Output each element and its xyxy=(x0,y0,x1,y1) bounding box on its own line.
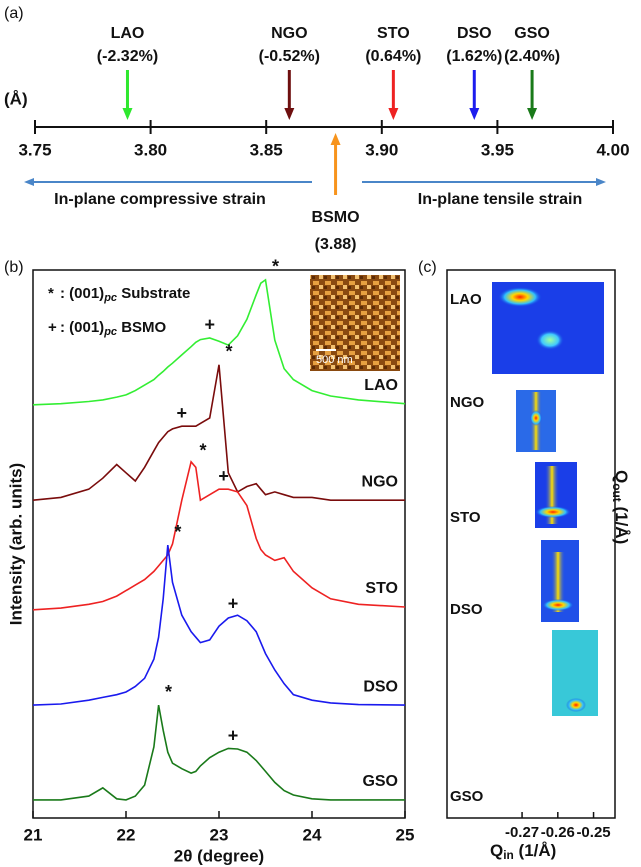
x-tick-label: -0.27 xyxy=(505,824,539,841)
composite-label: Qout (1/Å) xyxy=(610,470,631,544)
note-suffix: Substrate xyxy=(117,285,190,302)
peak-marker: * xyxy=(174,522,181,542)
label-sub: out xyxy=(610,483,624,502)
x-tick-label: -0.25 xyxy=(576,824,610,841)
arrow-head xyxy=(24,178,34,186)
x-tick-label: 25 xyxy=(396,825,415,844)
rsm-peak xyxy=(530,410,542,426)
sample-label: NGO xyxy=(450,394,485,411)
note-symbol: * xyxy=(48,285,54,302)
series-label: GSO xyxy=(362,773,398,790)
x-tick-label: 22 xyxy=(117,825,136,844)
arrow-head xyxy=(469,108,479,120)
label-sub: in xyxy=(503,848,514,862)
label-suffix: (1/Å) xyxy=(514,841,557,860)
note-text: : (001)pc Substrate xyxy=(60,285,190,304)
arrow-head xyxy=(122,108,132,120)
substrate-name: NGO xyxy=(271,25,307,42)
substrate-strain: (-2.32%) xyxy=(97,48,158,65)
x-tick-label: -0.26 xyxy=(541,824,575,841)
film-name: BSMO xyxy=(312,209,360,226)
film-value: (3.88) xyxy=(315,236,357,253)
substrate-strain: (1.62%) xyxy=(446,48,502,65)
rsm-peak xyxy=(566,698,586,712)
note-symbol: + xyxy=(48,319,57,336)
sample-label: STO xyxy=(450,509,481,526)
x-tick-label: 3.90 xyxy=(365,140,398,159)
y-axis-label: Intensity (arb. units) xyxy=(6,463,25,625)
peak-marker: + xyxy=(218,466,229,486)
xrd-curve xyxy=(33,545,405,705)
x-tick-label: 21 xyxy=(24,825,43,844)
substrate-name: GSO xyxy=(514,25,550,42)
arrow-head xyxy=(527,108,537,120)
arrow-head xyxy=(388,108,398,120)
series-label: LAO xyxy=(364,377,398,394)
composite-label: Qin (1/Å) xyxy=(490,841,556,862)
peak-marker: * xyxy=(225,342,232,362)
strain-label: In-plane tensile strain xyxy=(418,191,582,208)
substrate-name: LAO xyxy=(111,25,145,42)
series-label: STO xyxy=(365,580,398,597)
x-tick-label: 24 xyxy=(303,825,322,844)
substrate-strain: (0.64%) xyxy=(365,48,421,65)
inset-scale: 500 nm xyxy=(316,354,353,366)
substrate-strain: (2.40%) xyxy=(504,48,560,65)
peak-marker: * xyxy=(272,257,279,277)
peak-marker: + xyxy=(177,403,188,423)
rsm-peak xyxy=(542,599,574,611)
panel-label: (a) xyxy=(4,5,24,22)
panel-label: (b) xyxy=(4,259,24,276)
label-text: Q xyxy=(612,470,631,483)
x-tick-label: 3.95 xyxy=(481,140,514,159)
peak-marker: + xyxy=(204,315,215,335)
rsm-peak xyxy=(536,330,564,350)
label-suffix: (1/Å) xyxy=(612,502,631,545)
peak-marker: + xyxy=(228,593,239,613)
x-tick-label: 4.00 xyxy=(596,140,629,159)
sample-label: DSO xyxy=(450,601,483,618)
sample-label: GSO xyxy=(450,788,484,805)
note-suffix: BSMO xyxy=(117,319,167,336)
substrate-strain: (-0.52%) xyxy=(259,48,320,65)
arrow-head xyxy=(596,178,606,186)
x-tick-label: 23 xyxy=(210,825,229,844)
note-main: : (001) xyxy=(60,319,104,336)
note-sub: pc xyxy=(103,326,117,338)
arrow-head xyxy=(331,133,341,145)
rsm-peak xyxy=(535,506,571,518)
note-text: : (001)pc BSMO xyxy=(60,319,167,338)
sample-label: LAO xyxy=(450,291,482,308)
figure: (a) (Å) 3.75 3.80 3.85 3.90 3.95 4.00 LAO (-2.32%… xyxy=(0,0,641,867)
x-tick-label: 3.75 xyxy=(18,140,51,159)
strain-label: In-plane compressive strain xyxy=(54,191,266,208)
peak-marker: * xyxy=(199,441,206,461)
axis-unit: (Å) xyxy=(4,89,28,108)
rsm-peak xyxy=(498,287,542,307)
series-label: NGO xyxy=(362,473,398,490)
peak-marker: * xyxy=(165,682,172,702)
x-axis-label: 2θ (degree) xyxy=(174,846,264,865)
substrate-name: DSO xyxy=(457,25,492,42)
substrate-name: STO xyxy=(377,25,410,42)
x-tick-label: 3.85 xyxy=(250,140,283,159)
note-sub: pc xyxy=(103,292,117,304)
note-main: : (001) xyxy=(60,285,104,302)
arrow-head xyxy=(284,108,294,120)
label-text: Q xyxy=(490,841,503,860)
x-tick-label: 3.80 xyxy=(134,140,167,159)
rsm-maps xyxy=(492,282,604,716)
series-label: DSO xyxy=(363,678,398,695)
xrd-curve xyxy=(33,705,405,800)
peak-marker: + xyxy=(228,725,239,745)
panel-label: (c) xyxy=(418,259,437,276)
